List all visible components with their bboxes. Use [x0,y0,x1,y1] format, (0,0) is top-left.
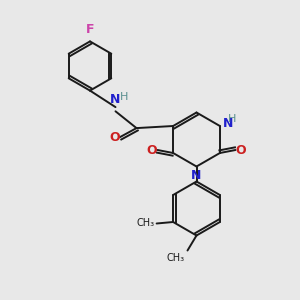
Text: O: O [147,143,158,157]
Text: O: O [109,130,120,144]
Text: N: N [110,93,121,106]
Text: N: N [191,169,202,182]
Text: H: H [228,113,236,124]
Text: H: H [120,92,128,102]
Text: CH₃: CH₃ [167,253,185,263]
Text: CH₃: CH₃ [136,218,154,229]
Text: O: O [236,143,246,157]
Text: N: N [223,117,233,130]
Text: F: F [86,23,94,36]
